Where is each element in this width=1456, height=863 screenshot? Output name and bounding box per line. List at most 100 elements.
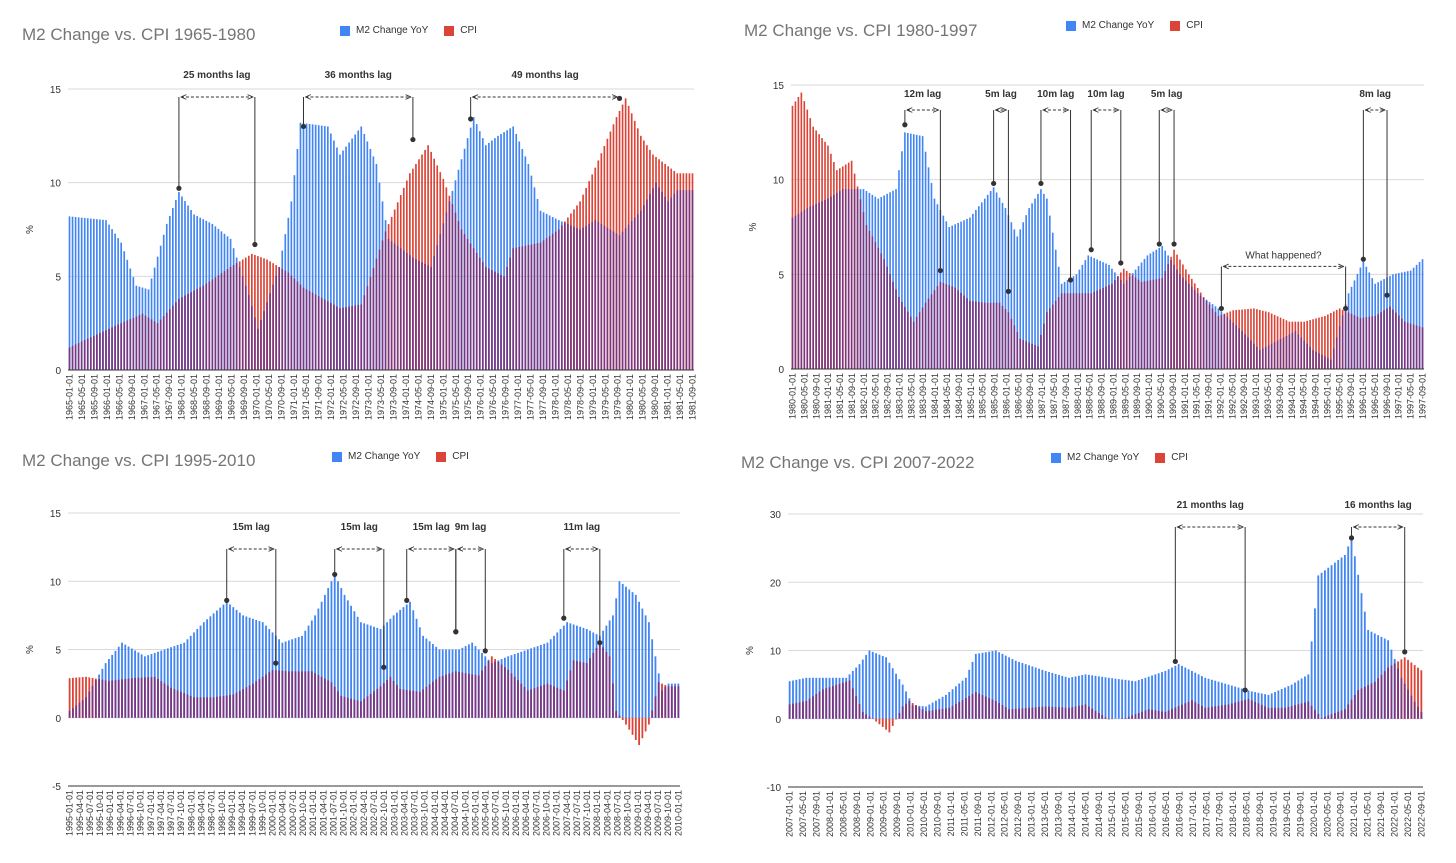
- bar-m2: [1141, 678, 1143, 719]
- bar-m2: [1022, 222, 1025, 369]
- bar-overlap: [673, 193, 676, 370]
- bar-overlap: [381, 240, 384, 370]
- bar-overlap: [399, 248, 402, 370]
- bar-m2: [648, 622, 650, 718]
- bar-m2: [988, 651, 991, 719]
- bar-overlap: [1001, 705, 1004, 719]
- bar-m2: [1191, 670, 1193, 719]
- bar-overlap: [792, 703, 794, 719]
- bar-overlap: [812, 205, 814, 369]
- bar-overlap: [1276, 340, 1279, 369]
- x-tick-label: 1991-05-01: [1192, 373, 1202, 419]
- bar-overlap: [396, 684, 398, 718]
- bar-m2: [1340, 557, 1343, 719]
- bar-m2: [305, 123, 308, 371]
- bar-overlap: [393, 243, 396, 370]
- x-tick-label: 2013-01-01: [1027, 791, 1037, 837]
- x-tick-label: 2003-07-01: [410, 790, 420, 836]
- annotation-point: [1088, 247, 1094, 253]
- bar-m2: [1157, 673, 1160, 719]
- bar-overlap: [156, 323, 159, 370]
- bar-m2: [1343, 554, 1346, 719]
- bar-overlap: [1217, 315, 1220, 369]
- x-tick-label: 1997-01-01: [146, 790, 156, 836]
- bar-overlap: [1124, 718, 1127, 719]
- bar-m2: [1051, 232, 1054, 369]
- bar-m2: [1034, 198, 1036, 369]
- bar-overlap: [275, 275, 277, 370]
- y-tick-label: 0: [778, 365, 784, 376]
- bar-overlap: [225, 695, 228, 718]
- bar-overlap: [248, 685, 251, 718]
- bar-cpi: [1250, 308, 1252, 369]
- bar-m2: [865, 655, 868, 719]
- bar-overlap: [968, 696, 971, 719]
- bar-overlap: [1004, 707, 1007, 719]
- bar-m2: [117, 238, 119, 370]
- bar-overlap: [348, 306, 350, 370]
- x-tick-label: 1976-05-01: [488, 374, 498, 420]
- x-tick-label: 1986-01-01: [1001, 373, 1011, 419]
- bar-overlap: [1161, 278, 1164, 369]
- bar-overlap: [1087, 293, 1090, 369]
- bar-overlap: [594, 220, 597, 370]
- x-tick-label: 2003-10-01: [420, 790, 430, 836]
- bar-overlap: [818, 691, 821, 719]
- x-tick-label: 1975-05-01: [451, 374, 461, 420]
- bar-overlap: [809, 206, 812, 369]
- bar-overlap: [865, 225, 868, 369]
- bar-overlap: [1147, 709, 1150, 719]
- bar-overlap: [845, 681, 848, 719]
- x-tick-label: 1969-05-01: [226, 374, 236, 420]
- x-tick-label: 1998-04-01: [197, 790, 207, 836]
- bar-m2: [1013, 229, 1016, 369]
- bar-overlap: [803, 209, 806, 369]
- bar-overlap: [199, 697, 202, 718]
- x-tick-label: 1997-01-01: [1394, 373, 1404, 419]
- x-tick-label: 2002-07-01: [369, 790, 379, 836]
- bar-overlap: [654, 696, 657, 718]
- bar-m2: [402, 607, 405, 718]
- bar-m2: [1048, 671, 1050, 719]
- chart-title: M2 Change vs. CPI 1965-1980: [22, 25, 256, 44]
- bar-overlap: [861, 711, 864, 719]
- x-tick-label: 2011-01-01: [946, 791, 956, 836]
- bar-overlap: [831, 686, 834, 719]
- bar-overlap: [1188, 283, 1190, 369]
- bar-m2: [986, 194, 989, 369]
- bar-overlap: [1303, 340, 1306, 369]
- legend-label-cpi: CPI: [1171, 452, 1188, 463]
- bar-m2: [1324, 570, 1326, 719]
- bar-overlap: [595, 647, 598, 718]
- bar-overlap: [670, 686, 673, 718]
- bar-m2: [74, 217, 77, 370]
- y-tick-label: 10: [50, 179, 62, 190]
- bar-m2: [354, 134, 357, 370]
- legend-item-m2: M2 Change YoY: [340, 25, 428, 36]
- annotation-point: [616, 95, 623, 101]
- bar-m2: [994, 650, 997, 719]
- bar-m2: [1111, 678, 1114, 719]
- bar-overlap: [494, 271, 496, 370]
- bar-overlap: [591, 222, 594, 370]
- bar-m2: [1144, 677, 1147, 719]
- bar-overlap: [560, 225, 563, 370]
- bar-m2: [938, 698, 941, 719]
- bar-overlap: [605, 651, 608, 718]
- bar-overlap: [375, 258, 378, 370]
- x-tick-label: 2007-01-01: [785, 791, 795, 837]
- bar-overlap: [1389, 306, 1391, 369]
- bar-m2: [1177, 664, 1180, 719]
- bar-overlap: [193, 290, 195, 370]
- bar-overlap: [108, 680, 110, 718]
- x-tick-label: 2009-04-01: [643, 790, 653, 836]
- bar-m2: [265, 625, 267, 718]
- bar-m2: [1307, 674, 1310, 719]
- bar-overlap: [1421, 327, 1424, 369]
- x-tick-label: 1981-09-01: [847, 373, 857, 419]
- bar-overlap: [1051, 304, 1054, 369]
- bar-overlap: [557, 229, 560, 370]
- bar-overlap: [379, 686, 382, 718]
- bar-overlap: [546, 683, 549, 718]
